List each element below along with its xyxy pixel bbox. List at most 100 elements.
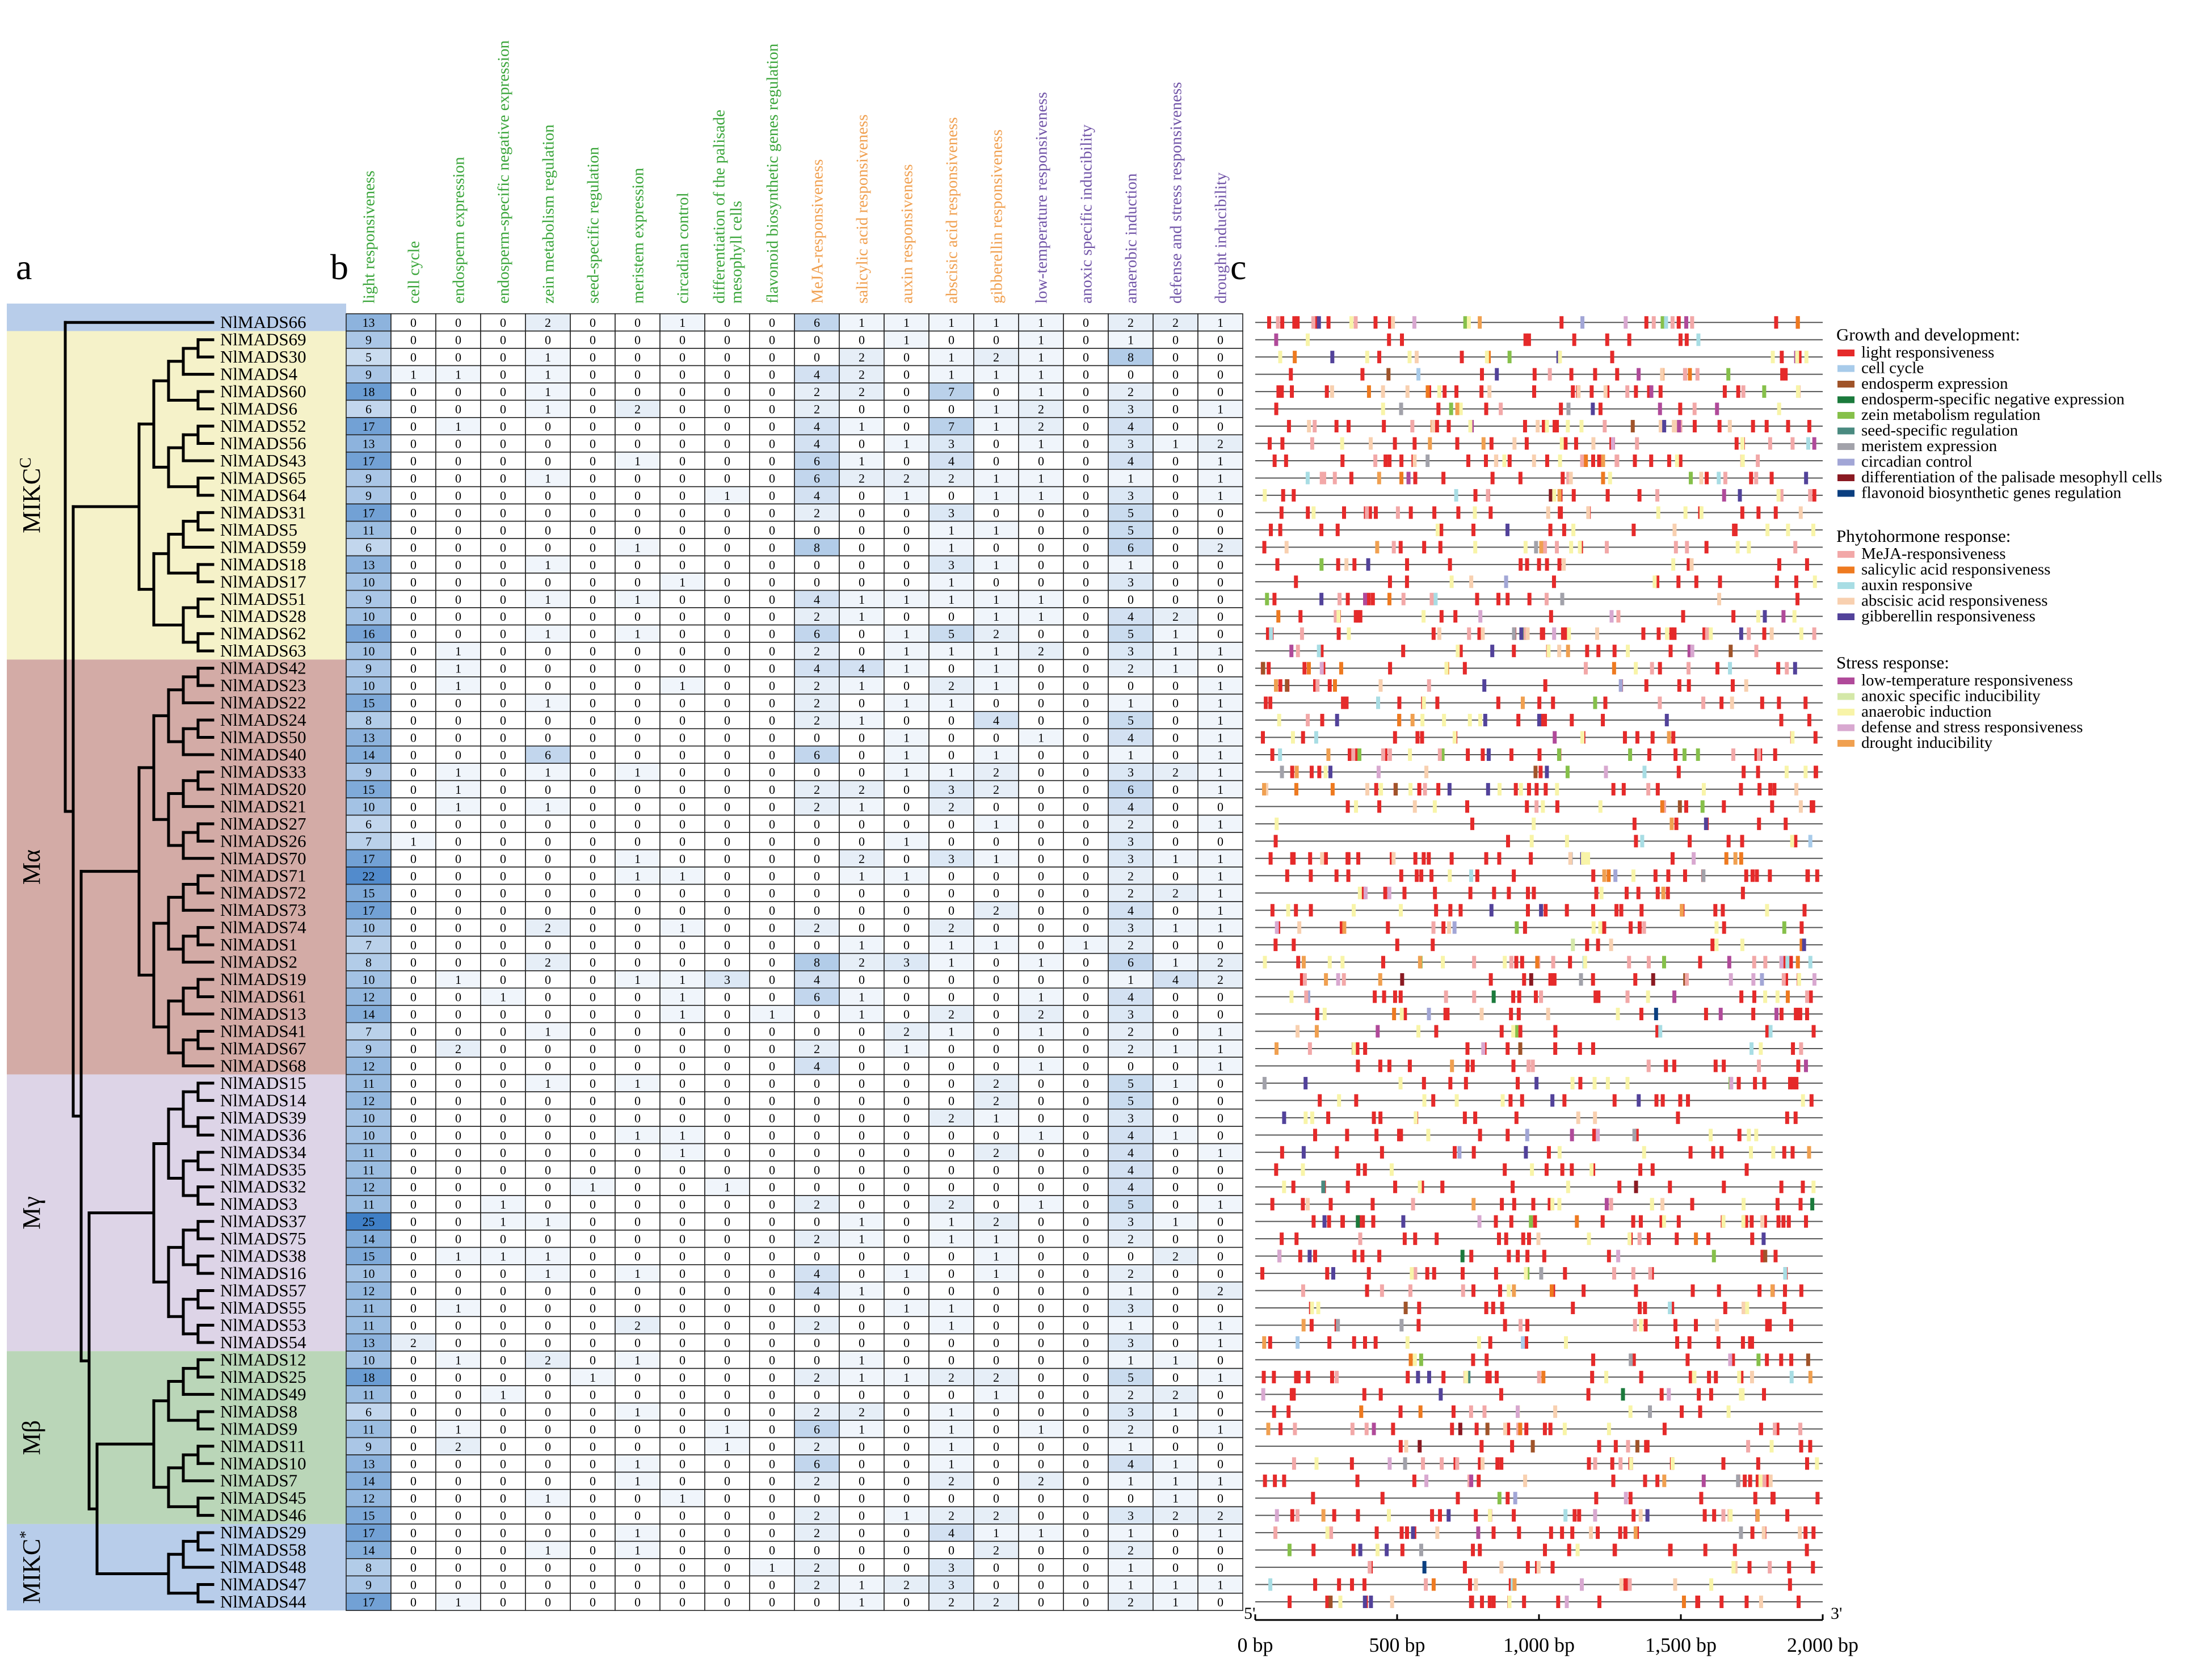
cis-element-mark (1322, 1215, 1327, 1228)
cis-element-mark (1561, 472, 1565, 485)
cis-element-mark (1545, 454, 1549, 467)
gene-name: NlMADS25 (220, 1367, 306, 1387)
cis-element-mark (1427, 679, 1431, 692)
cell-value: 0 (859, 540, 865, 554)
cis-element-mark (1352, 1336, 1356, 1349)
cell-value: 0 (1083, 1007, 1089, 1021)
cell-value: 3 (1128, 1509, 1134, 1523)
cell-value: 0 (410, 1146, 417, 1160)
cell-value: 0 (590, 1232, 596, 1246)
cell-value: 0 (948, 609, 954, 624)
cis-element-mark (1457, 1146, 1462, 1159)
cis-element-mark (1798, 800, 1803, 813)
cis-element-mark (1278, 748, 1282, 761)
cis-element-mark (1812, 489, 1816, 502)
cis-element-mark (1375, 541, 1380, 554)
cis-element-mark (1608, 472, 1612, 485)
cell-value: 2 (993, 1215, 999, 1229)
cell-value: 3 (1128, 437, 1134, 451)
cis-element-mark (1437, 627, 1441, 640)
cis-element-mark (1713, 904, 1718, 917)
cell-value: 1 (1128, 1284, 1134, 1298)
cis-element-mark (1262, 1076, 1267, 1089)
cell-value: 0 (724, 1560, 730, 1575)
heatmap-cell (346, 642, 392, 660)
cis-element-mark (1685, 541, 1689, 554)
cell-value: 0 (724, 402, 730, 416)
cell-value: 1 (1217, 1197, 1223, 1211)
cell-value: 0 (500, 575, 506, 589)
cell-value: 1 (903, 489, 910, 503)
heatmap-cell (390, 590, 436, 608)
cell-value: 0 (1083, 817, 1089, 831)
heatmap-cell (704, 573, 750, 591)
heatmap-cell (794, 451, 840, 470)
cis-element-mark (1478, 714, 1482, 727)
cis-element-mark (1290, 731, 1295, 744)
cis-element-mark (1311, 1215, 1316, 1228)
cis-element-mark (1633, 1526, 1638, 1539)
cell-value: 2 (859, 852, 865, 866)
cell-value: 2 (634, 402, 641, 416)
cis-element-mark (1577, 1509, 1582, 1522)
cell-value: 0 (859, 1266, 865, 1281)
cell-value: 0 (410, 1059, 417, 1073)
cis-element-mark (1571, 489, 1576, 502)
cell-value: 0 (1038, 454, 1044, 468)
cell-value: 0 (679, 385, 686, 399)
cell-value: 0 (1083, 540, 1089, 554)
cell-value: 0 (1217, 1163, 1223, 1177)
cis-element-mark (1465, 1042, 1470, 1055)
cell-value: 2 (993, 1543, 999, 1558)
cis-element-mark (1604, 1370, 1609, 1383)
cell-value: 0 (545, 1042, 551, 1056)
cell-value: 1 (634, 1076, 641, 1091)
cis-element-mark (1664, 1059, 1668, 1072)
cis-element-mark (1671, 1457, 1675, 1470)
cis-element-mark (1449, 402, 1453, 415)
cell-value: 0 (903, 921, 910, 935)
cis-element-mark (1655, 886, 1660, 899)
gene-name: NlMADS14 (220, 1090, 306, 1110)
cis-element-mark (1743, 1474, 1747, 1487)
cell-value: 0 (724, 1093, 730, 1108)
cell-value: 0 (993, 1405, 999, 1419)
cell-value: 0 (814, 1128, 820, 1142)
cis-element-mark (1353, 610, 1358, 623)
cis-element-mark (1505, 1042, 1510, 1055)
cell-value: 1 (1038, 1526, 1044, 1540)
cis-element-mark (1425, 385, 1430, 398)
cell-value: 11 (363, 1387, 375, 1402)
cell-value: 0 (545, 1093, 551, 1108)
cis-element-mark (1813, 731, 1818, 744)
cis-element-mark (1633, 973, 1638, 986)
cell-value: 0 (724, 1059, 730, 1073)
cell-value: 0 (903, 540, 910, 554)
cis-element-mark (1505, 592, 1510, 605)
cis-element-mark (1600, 1215, 1605, 1228)
heatmap-cell (1197, 503, 1243, 522)
cis-element-mark (1655, 1474, 1660, 1487)
column-header: salicylic acid responsiveness (853, 115, 872, 304)
cis-element-mark (1523, 420, 1527, 433)
cis-element-mark (1773, 1423, 1777, 1436)
cis-element-mark (1268, 852, 1273, 865)
cis-element-mark (1539, 1267, 1544, 1280)
cell-value: 7 (948, 385, 954, 399)
cell-value: 8 (365, 956, 372, 970)
cis-element-mark (1458, 1423, 1462, 1436)
cis-element-mark (1555, 541, 1559, 554)
cell-value: 0 (814, 1025, 820, 1039)
cis-element-mark (1740, 835, 1744, 848)
heatmap-cell (1018, 417, 1064, 436)
cell-value: 0 (903, 1007, 910, 1021)
heatmap-cell (659, 780, 705, 798)
cis-element-mark (1491, 990, 1496, 1003)
cell-value: 0 (769, 1405, 775, 1419)
cell-value: 0 (769, 1232, 775, 1246)
heatmap-cell (1197, 780, 1243, 798)
heatmap-cell (1018, 676, 1064, 695)
cell-value: 0 (1217, 1007, 1223, 1021)
cell-value: 2 (859, 956, 865, 970)
cell-value: 0 (769, 1111, 775, 1125)
